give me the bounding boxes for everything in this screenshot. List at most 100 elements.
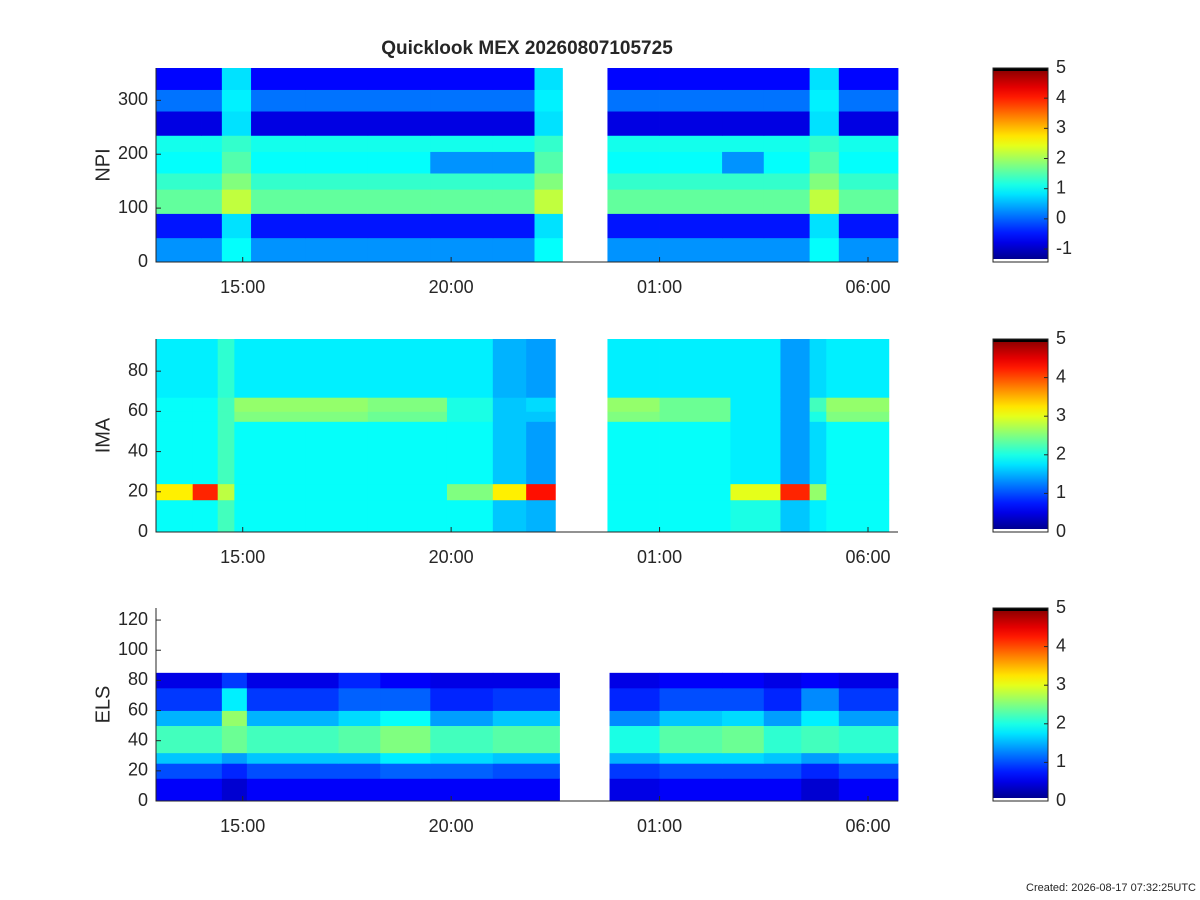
- cell: [722, 173, 765, 190]
- cell: [192, 339, 219, 398]
- colorbar-tick-label: 4: [1056, 366, 1066, 386]
- cell: [305, 89, 369, 112]
- cell: [492, 339, 527, 398]
- cell: [534, 135, 563, 152]
- cell: [221, 213, 252, 239]
- colorbar-top: [993, 608, 1048, 611]
- cell: [492, 89, 535, 112]
- cell: [809, 237, 840, 263]
- cell: [221, 111, 252, 136]
- cell: [722, 710, 765, 727]
- cell: [722, 213, 765, 239]
- cell: [221, 778, 248, 802]
- cell: [838, 189, 899, 214]
- cell: [838, 725, 899, 754]
- cell: [430, 89, 494, 112]
- y-tick-label: 100: [118, 197, 148, 217]
- cell: [659, 68, 723, 90]
- cell: [780, 339, 811, 398]
- cell: [780, 397, 811, 412]
- cell: [609, 672, 660, 689]
- cell: [838, 672, 899, 689]
- cell: [780, 499, 811, 533]
- cell: [763, 111, 811, 136]
- cell: [156, 237, 202, 263]
- cell: [607, 499, 660, 533]
- cell: [492, 173, 535, 190]
- cell: [534, 213, 563, 239]
- cell: [234, 411, 306, 422]
- cell: [763, 68, 811, 90]
- cell: [492, 151, 535, 174]
- cell: [722, 687, 765, 711]
- cell: [430, 111, 494, 136]
- cell: [221, 135, 252, 152]
- cell: [492, 483, 527, 501]
- cell: [763, 672, 802, 689]
- cell: [801, 687, 840, 711]
- cell: [763, 173, 811, 190]
- cell: [201, 135, 223, 152]
- cell: [534, 111, 563, 136]
- cell: [722, 151, 765, 174]
- cell: [221, 687, 248, 711]
- cell: [801, 710, 840, 727]
- cell: [380, 672, 431, 689]
- cell: [492, 189, 535, 214]
- cell: [446, 483, 494, 501]
- y-tick-label: 200: [118, 143, 148, 163]
- x-tick-label: 06:00: [845, 277, 890, 297]
- y-tick-label: 60: [128, 400, 148, 420]
- cell: [367, 173, 431, 190]
- cell: [826, 499, 890, 533]
- cell: [809, 411, 827, 422]
- colorbar-tick-label: 3: [1056, 674, 1066, 694]
- cell: [607, 111, 660, 136]
- cell: [609, 778, 660, 802]
- cell: [234, 397, 306, 412]
- cell: [730, 339, 781, 398]
- y-tick-label: 120: [118, 609, 148, 629]
- cell: [305, 111, 369, 136]
- cell: [607, 339, 660, 398]
- cell: [217, 483, 235, 501]
- cell: [156, 135, 202, 152]
- cell: [221, 68, 252, 90]
- colorbar-tick-label: 5: [1056, 328, 1066, 348]
- cell: [251, 135, 306, 152]
- cell: [156, 483, 194, 501]
- cell: [251, 173, 306, 190]
- cell: [234, 339, 306, 398]
- cell: [659, 421, 731, 485]
- cell: [367, 213, 431, 239]
- colorbar-tick-label: 5: [1056, 57, 1066, 77]
- cell: [838, 237, 899, 263]
- cell: [217, 397, 235, 412]
- cell: [722, 752, 765, 764]
- cell: [492, 499, 527, 533]
- x-tick-label: 06:00: [845, 816, 890, 836]
- cell: [826, 339, 890, 398]
- cell: [192, 483, 219, 501]
- colorbar-top: [993, 68, 1048, 71]
- cell: [659, 397, 731, 412]
- cell: [156, 189, 202, 214]
- cell: [659, 752, 723, 764]
- cell: [305, 68, 369, 90]
- cell: [763, 89, 811, 112]
- cell: [607, 237, 660, 263]
- cell: [492, 725, 560, 754]
- cell: [780, 483, 811, 501]
- cell: [607, 151, 660, 174]
- cell: [305, 499, 369, 533]
- cell: [430, 687, 494, 711]
- cell: [534, 68, 563, 90]
- cell: [659, 213, 723, 239]
- cell: [659, 672, 723, 689]
- cell: [251, 237, 306, 263]
- y-tick-label: 0: [138, 521, 148, 541]
- cell: [526, 397, 556, 412]
- cell: [338, 687, 381, 711]
- cell: [251, 189, 306, 214]
